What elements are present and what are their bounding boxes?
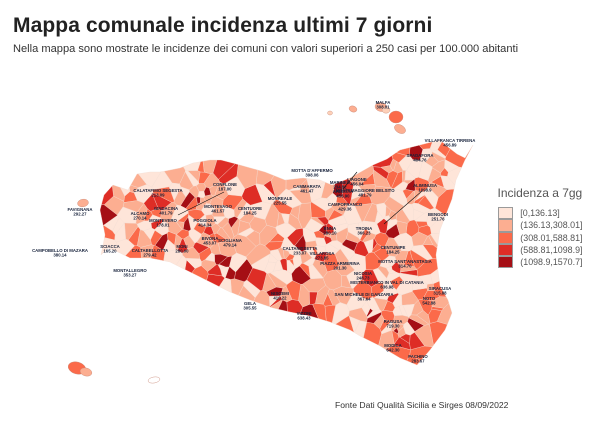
svg-text:233.07: 233.07 xyxy=(293,251,307,256)
svg-text:270.14: 270.14 xyxy=(133,216,147,221)
svg-text:481.79: 481.79 xyxy=(358,193,372,198)
svg-text:187.00: 187.00 xyxy=(218,187,232,192)
svg-text:178.01: 178.01 xyxy=(156,223,170,228)
svg-text:479.14: 479.14 xyxy=(223,243,237,248)
svg-text:1098.9: 1098.9 xyxy=(418,188,432,193)
svg-text:429.36: 429.36 xyxy=(338,207,352,212)
svg-text:636.98: 636.98 xyxy=(380,285,394,290)
svg-text:225.55: 225.55 xyxy=(273,201,287,206)
svg-text:638.43: 638.43 xyxy=(297,316,311,321)
svg-text:280.10: 280.10 xyxy=(323,231,337,236)
svg-text:642.30: 642.30 xyxy=(386,348,400,353)
svg-text:461.47: 461.47 xyxy=(300,189,314,194)
svg-text:251.76: 251.76 xyxy=(431,217,445,222)
svg-text:184.25: 184.25 xyxy=(243,211,257,216)
svg-text:305.55: 305.55 xyxy=(243,306,257,311)
svg-text:273.85: 273.85 xyxy=(315,256,329,261)
svg-text:184.25: 184.25 xyxy=(386,250,400,255)
svg-text:366.23: 366.23 xyxy=(357,231,371,236)
svg-text:279.42: 279.42 xyxy=(143,253,157,258)
svg-text:380.14: 380.14 xyxy=(53,253,67,258)
svg-text:165.20: 165.20 xyxy=(103,249,117,254)
svg-text:201.30: 201.30 xyxy=(333,266,347,271)
svg-text:353.27: 353.27 xyxy=(123,273,137,278)
svg-text:456.04: 456.04 xyxy=(350,182,364,187)
svg-text:461.57: 461.57 xyxy=(211,209,225,214)
svg-text:719.30: 719.30 xyxy=(386,324,400,329)
svg-text:280.00: 280.00 xyxy=(175,249,189,254)
svg-text:404.76: 404.76 xyxy=(413,158,427,163)
svg-text:401.79: 401.79 xyxy=(159,211,173,216)
svg-text:398.06: 398.06 xyxy=(305,173,319,178)
svg-text:414.34: 414.34 xyxy=(198,223,212,228)
svg-text:213.09: 213.09 xyxy=(151,193,165,198)
svg-text:410.22: 410.22 xyxy=(273,296,287,301)
svg-text:314.70: 314.70 xyxy=(398,264,412,269)
svg-text:453.07: 453.07 xyxy=(203,241,217,246)
svg-text:456.90: 456.90 xyxy=(336,194,350,199)
svg-text:367.64: 367.64 xyxy=(357,297,371,302)
svg-text:283.67: 283.67 xyxy=(411,359,425,364)
svg-text:315.88: 315.88 xyxy=(433,291,447,296)
svg-text:542.88: 542.88 xyxy=(422,301,436,306)
svg-text:308.01: 308.01 xyxy=(376,105,390,110)
svg-text:456.89: 456.89 xyxy=(443,143,457,148)
svg-text:292.27: 292.27 xyxy=(73,212,87,217)
